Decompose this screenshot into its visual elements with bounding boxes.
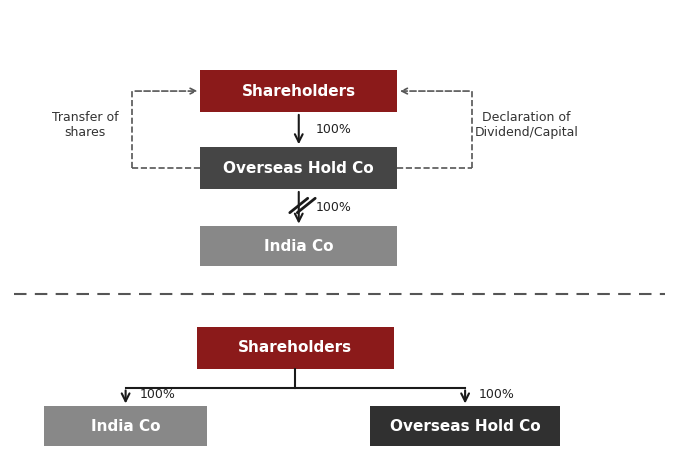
Text: Shareholders: Shareholders	[238, 340, 352, 355]
FancyBboxPatch shape	[370, 406, 560, 446]
Text: 100%: 100%	[479, 388, 515, 401]
FancyBboxPatch shape	[200, 70, 397, 112]
Text: 100%: 100%	[316, 201, 352, 214]
Text: Overseas Hold Co: Overseas Hold Co	[390, 418, 540, 434]
FancyBboxPatch shape	[200, 147, 397, 189]
Text: Overseas Hold Co: Overseas Hold Co	[223, 161, 374, 176]
FancyBboxPatch shape	[44, 406, 207, 446]
FancyBboxPatch shape	[197, 327, 394, 369]
Text: Shareholders: Shareholders	[242, 84, 356, 99]
Text: 100%: 100%	[316, 123, 352, 136]
Text: 100%: 100%	[139, 388, 175, 401]
Text: India Co: India Co	[91, 418, 160, 434]
FancyBboxPatch shape	[200, 226, 397, 266]
Text: India Co: India Co	[264, 239, 333, 254]
Text: Transfer of
shares: Transfer of shares	[52, 111, 118, 139]
Text: Declaration of
Dividend/Capital: Declaration of Dividend/Capital	[475, 111, 578, 139]
